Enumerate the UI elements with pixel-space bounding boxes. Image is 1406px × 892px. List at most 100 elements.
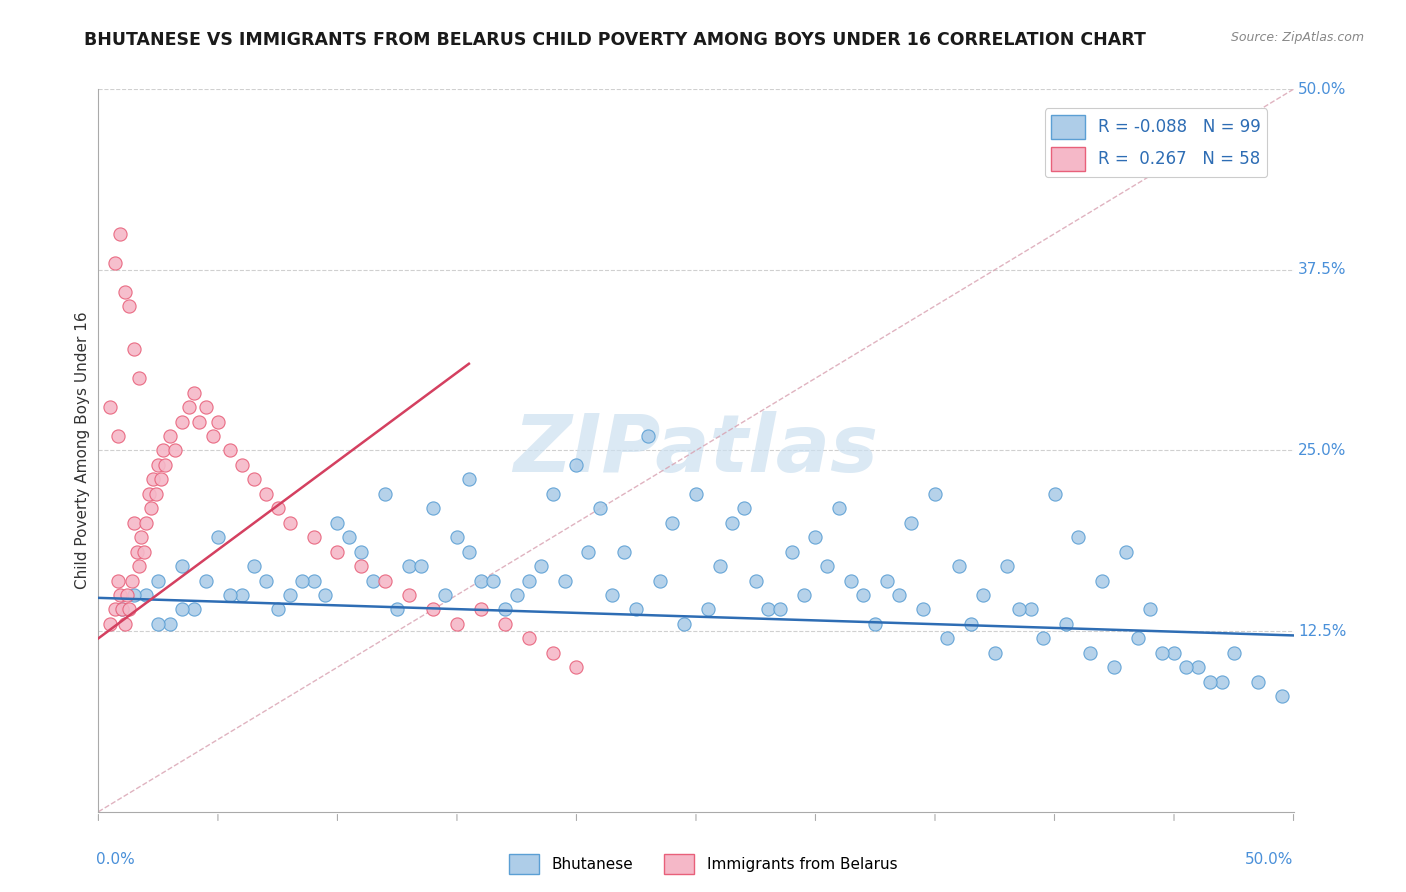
Point <box>1008 602 1031 616</box>
Point <box>804 530 827 544</box>
Point <box>613 544 636 558</box>
Point <box>118 299 141 313</box>
Legend: R = -0.088   N = 99, R =  0.267   N = 58: R = -0.088 N = 99, R = 0.267 N = 58 <box>1045 108 1267 178</box>
Legend: Bhutanese, Immigrants from Belarus: Bhutanese, Immigrants from Belarus <box>503 848 903 880</box>
Point <box>142 472 165 486</box>
Point <box>207 415 229 429</box>
Point <box>326 516 349 530</box>
Point <box>267 602 290 616</box>
Point <box>159 429 181 443</box>
Point <box>131 530 153 544</box>
Point <box>254 487 277 501</box>
Point <box>661 516 683 530</box>
Point <box>350 544 373 558</box>
Point <box>135 516 157 530</box>
Point <box>104 255 127 269</box>
Point <box>637 429 659 443</box>
Point <box>202 429 225 443</box>
Point <box>125 544 148 558</box>
Point <box>148 574 170 588</box>
Point <box>114 616 136 631</box>
Point <box>291 574 314 588</box>
Point <box>187 415 209 429</box>
Point <box>470 574 492 588</box>
Point <box>1128 632 1150 646</box>
Point <box>673 616 696 631</box>
Point <box>411 559 433 574</box>
Point <box>434 588 457 602</box>
Point <box>231 588 253 602</box>
Point <box>385 602 409 616</box>
Point <box>243 472 266 486</box>
Point <box>517 574 540 588</box>
Text: Source: ZipAtlas.com: Source: ZipAtlas.com <box>1230 31 1364 45</box>
Point <box>458 544 481 558</box>
Point <box>876 574 898 588</box>
Point <box>302 530 325 544</box>
Point <box>124 343 146 357</box>
Point <box>132 544 155 558</box>
Point <box>709 559 731 574</box>
Point <box>98 400 122 414</box>
Point <box>104 602 127 616</box>
Point <box>363 574 385 588</box>
Point <box>1211 674 1233 689</box>
Point <box>984 646 1007 660</box>
Point <box>1032 632 1054 646</box>
Point <box>121 574 143 588</box>
Point <box>195 574 218 588</box>
Point <box>422 501 444 516</box>
Point <box>195 400 218 414</box>
Point <box>960 616 983 631</box>
Text: 25.0%: 25.0% <box>1298 443 1347 458</box>
Point <box>541 487 564 501</box>
Point <box>155 458 177 472</box>
Point <box>172 602 194 616</box>
Point <box>1091 574 1114 588</box>
Point <box>554 574 576 588</box>
Point <box>326 544 349 558</box>
Point <box>422 602 444 616</box>
Point <box>163 443 186 458</box>
Point <box>578 544 600 558</box>
Point <box>145 487 167 501</box>
Point <box>1223 646 1246 660</box>
Point <box>118 602 141 616</box>
Point <box>745 574 768 588</box>
Point <box>1152 646 1174 660</box>
Point <box>267 501 290 516</box>
Point <box>936 632 959 646</box>
Point <box>685 487 707 501</box>
Point <box>148 616 170 631</box>
Point <box>152 443 174 458</box>
Point <box>756 602 779 616</box>
Text: 37.5%: 37.5% <box>1298 262 1347 277</box>
Point <box>697 602 720 616</box>
Point <box>111 602 134 616</box>
Point <box>470 602 492 616</box>
Point <box>149 472 172 486</box>
Point <box>398 559 420 574</box>
Point <box>1115 544 1137 558</box>
Point <box>721 516 744 530</box>
Point <box>231 458 253 472</box>
Point <box>108 588 131 602</box>
Point <box>172 415 194 429</box>
Point <box>589 501 612 516</box>
Point <box>115 588 138 602</box>
Point <box>1043 487 1066 501</box>
Text: ZIPatlas: ZIPatlas <box>513 411 879 490</box>
Point <box>1139 602 1161 616</box>
Point <box>183 602 205 616</box>
Point <box>339 530 361 544</box>
Point <box>911 602 934 616</box>
Point <box>1019 602 1042 616</box>
Point <box>865 616 887 631</box>
Point <box>1067 530 1090 544</box>
Point <box>108 227 131 241</box>
Point <box>128 371 150 385</box>
Point <box>517 632 540 646</box>
Text: BHUTANESE VS IMMIGRANTS FROM BELARUS CHILD POVERTY AMONG BOYS UNDER 16 CORRELATI: BHUTANESE VS IMMIGRANTS FROM BELARUS CHI… <box>84 31 1146 49</box>
Point <box>1247 674 1270 689</box>
Point <box>494 602 516 616</box>
